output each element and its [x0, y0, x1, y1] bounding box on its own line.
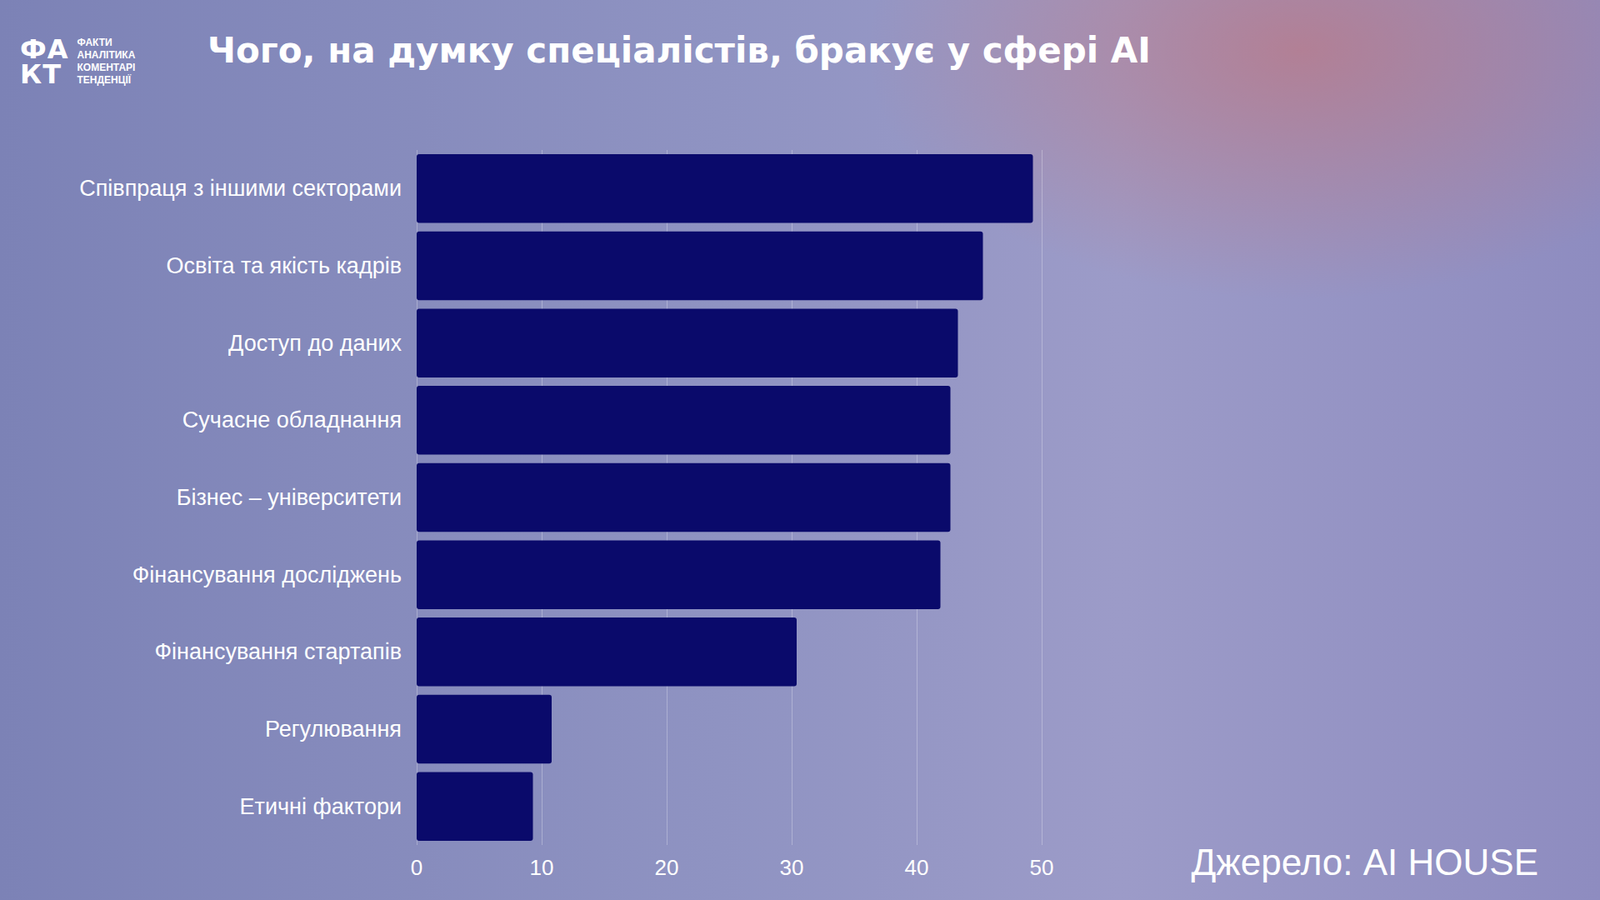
html-text:КТ: КТ: [20, 58, 62, 90]
html-text:ФАКТИ: ФАКТИ: [77, 36, 113, 49]
svg-text:10: 10: [530, 855, 555, 880]
html-text:ТЕНДЕНЦІЇ: ТЕНДЕНЦІЇ: [77, 74, 131, 86]
html-text:АНАЛІТИКА: АНАЛІТИКА: [77, 49, 136, 61]
svg-text:Фінансування стартапів: Фінансування стартапів: [155, 639, 402, 665]
svg-text:Етичні фактори: Етичні фактори: [240, 794, 402, 820]
svg-text:Освіта та якість кадрів: Освіта та якість кадрів: [166, 253, 402, 279]
svg-text:Доступ до даних: Доступ до даних: [228, 330, 402, 356]
svg-text:50: 50: [1030, 855, 1055, 880]
svg-text:0: 0: [410, 855, 423, 880]
svg-text:20: 20: [655, 855, 680, 880]
svg-text:Регулювання: Регулювання: [265, 716, 402, 742]
svg-text:Чого, на думку спеціалістів, б: Чого, на думку спеціалістів, бракує у сф…: [207, 30, 1151, 71]
html-text:ФА: ФА: [20, 33, 69, 65]
svg-text:Сучасне обладнання: Сучасне обладнання: [182, 407, 402, 433]
html-text:КОМЕНТАРІ: КОМЕНТАРІ: [77, 61, 136, 74]
svg-text:Фінансування досліджень: Фінансування досліджень: [132, 562, 402, 588]
svg-text:Джерело: AI HOUSE: Джерело: AI HOUSE: [1190, 841, 1539, 883]
svg-text:Співпраця з іншими секторами: Співпраця з іншими секторами: [79, 175, 402, 201]
svg-text:40: 40: [905, 855, 930, 880]
svg-text:30: 30: [780, 855, 805, 880]
svg-text:Бізнес – університети: Бізнес – університети: [176, 485, 402, 510]
